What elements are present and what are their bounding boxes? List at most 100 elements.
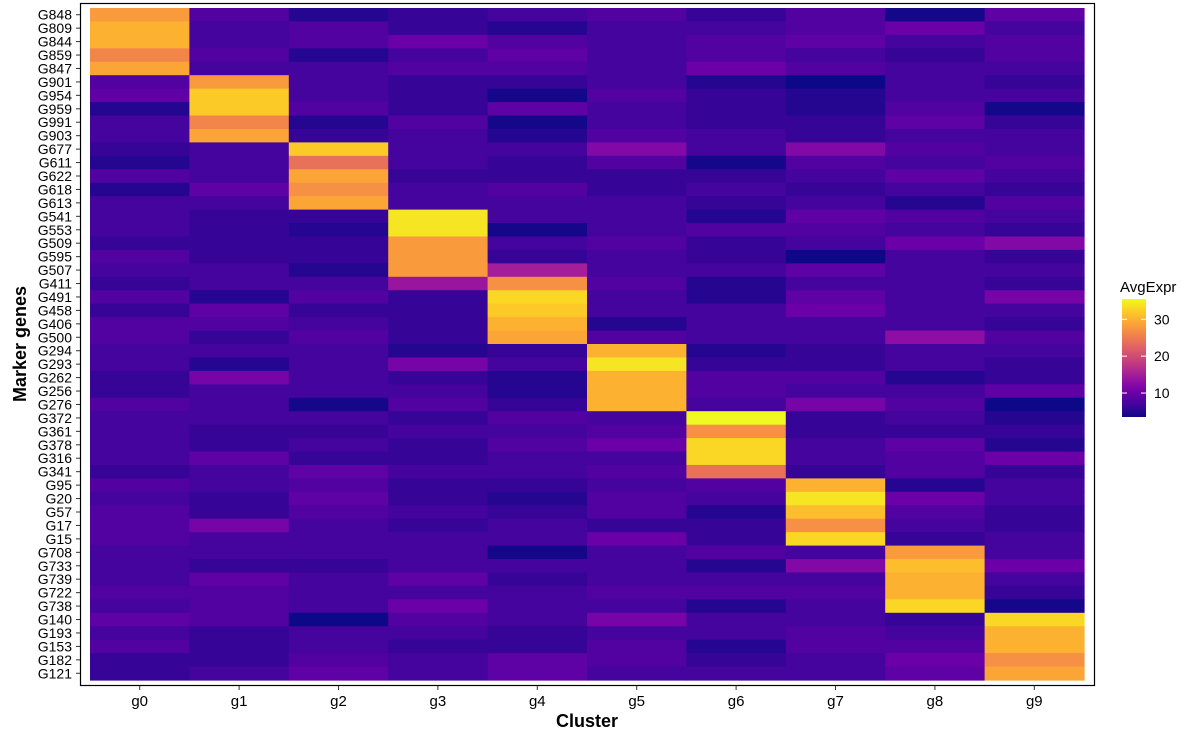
heatmap-cell [90,666,190,681]
heatmap-cell [288,169,389,184]
heatmap-cell [885,424,986,439]
y-tick-label: G901 [38,74,72,90]
heatmap-cell [487,357,588,372]
heatmap-cell [686,545,787,560]
heatmap-cell [388,491,489,506]
heatmap-cell [984,236,1085,251]
heatmap-cell [388,102,489,117]
heatmap-cell [487,559,588,574]
heatmap-cell [487,545,588,560]
heatmap-cell [885,276,986,291]
heatmap-cell [189,330,290,345]
heatmap-cell [90,155,190,170]
x-tick-label: g9 [1026,693,1043,710]
heatmap-cell [90,384,190,399]
heatmap-cell [189,612,290,627]
heatmap-cell [487,21,588,36]
heatmap-cell [487,276,588,291]
heatmap-cell [686,263,787,278]
heatmap-cell [90,626,190,641]
heatmap-cell [686,182,787,197]
heatmap-cell [984,276,1085,291]
heatmap-cell [90,505,190,520]
heatmap-cell [189,518,290,533]
heatmap-cell [388,155,489,170]
heatmap-cell [288,102,389,117]
legend-tick-label: 20 [1154,348,1170,364]
heatmap-cell [686,478,787,493]
heatmap-cell [984,330,1085,345]
heatmap-cell [686,464,787,479]
heatmap-cell [885,263,986,278]
heatmap-cell [288,182,389,197]
heatmap-cell [288,559,389,574]
y-tick-label: G903 [38,128,72,144]
heatmap-cell [785,599,886,614]
heatmap-cell [587,344,687,359]
heatmap-cell [885,196,986,211]
y-tick-label: G458 [38,302,72,318]
heatmap-cell [587,34,687,49]
heatmap-cell [90,370,190,385]
heatmap-cell [885,155,986,170]
heatmap-cell [785,236,886,251]
y-tick-label: G95 [46,477,73,493]
heatmap-cell [288,290,389,305]
heatmap-cell [984,88,1085,103]
color-legend: AvgExpr 10 20 30 [1120,279,1176,417]
y-tick-label: G677 [38,141,72,157]
heatmap-cell [288,626,389,641]
heatmap-cell [90,115,190,130]
y-tick-label: G848 [38,7,72,23]
heatmap-cell [686,330,787,345]
heatmap-cell [189,249,290,264]
heatmap-cell [984,196,1085,211]
heatmap-cell [785,411,886,426]
heatmap-cell [388,303,489,318]
heatmap-cell [189,128,290,143]
heatmap-cell [984,384,1085,399]
heatmap-cell [587,572,687,587]
heatmap-cell [885,303,986,318]
heatmap-cell [785,223,886,238]
heatmap-cell [388,585,489,600]
heatmap-cell [686,424,787,439]
heatmap-cell [189,8,290,23]
heatmap-cell [587,464,687,479]
heatmap-cell [487,209,588,224]
heatmap-cell [785,518,886,533]
heatmap-cell [288,478,389,493]
heatmap-cell [785,169,886,184]
heatmap-cell [487,599,588,614]
heatmap-cell [90,572,190,587]
heatmap-cell [785,21,886,36]
heatmap-cell [885,142,986,157]
heatmap-cell [90,303,190,318]
y-tick-label: G595 [38,249,72,265]
heatmap-cell [885,464,986,479]
heatmap-cell [189,384,290,399]
heatmap-cell [686,532,787,547]
heatmap-cell [885,34,986,49]
heatmap-cell [388,411,489,426]
heatmap-cell [487,142,588,157]
y-tick-label: G959 [38,101,72,117]
heatmap-cell [785,464,886,479]
heatmap-cell [288,370,389,385]
heatmap-cell [288,209,389,224]
heatmap-cell [189,639,290,654]
heatmap-cell [587,357,687,372]
heatmap-cell [90,585,190,600]
heatmap-cell [487,61,588,76]
heatmap-cell [885,223,986,238]
heatmap-cell [90,599,190,614]
y-tick-label: G378 [38,437,72,453]
heatmap-cell [587,75,687,90]
heatmap-cell [885,411,986,426]
y-tick-label: G182 [38,652,72,668]
heatmap-cell [885,653,986,668]
heatmap-cell [587,142,687,157]
heatmap-cell [189,196,290,211]
heatmap-cell [487,182,588,197]
heatmap-cell [587,276,687,291]
